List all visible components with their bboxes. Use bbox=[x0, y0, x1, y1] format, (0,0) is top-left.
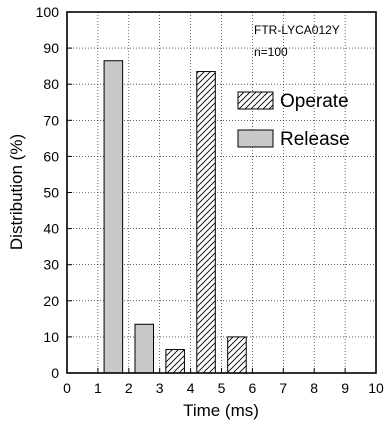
y-tick-label: 10 bbox=[43, 329, 59, 345]
legend-label-operate: Operate bbox=[280, 91, 349, 112]
y-tick-label: 0 bbox=[51, 365, 59, 381]
x-tick-label: 4 bbox=[187, 380, 195, 396]
y-tick-label: 100 bbox=[36, 4, 60, 20]
x-tick-label: 9 bbox=[341, 380, 349, 396]
bar-release bbox=[103, 60, 124, 374]
bar-operate bbox=[165, 349, 185, 374]
x-tick-label: 8 bbox=[310, 380, 318, 396]
y-tick-label: 90 bbox=[43, 40, 59, 56]
annotation-sample-size: n=100 bbox=[254, 45, 288, 59]
annotation-model: FTR-LYCA012Y bbox=[254, 23, 340, 37]
y-axis-label: Distribution (%) bbox=[7, 134, 26, 250]
y-tick-label: 30 bbox=[43, 257, 59, 273]
legend-swatch-release bbox=[237, 129, 274, 148]
y-tick-label: 80 bbox=[43, 76, 59, 92]
x-tick-label: 5 bbox=[218, 380, 226, 396]
x-tick-label: 7 bbox=[279, 380, 287, 396]
x-tick-label: 0 bbox=[63, 380, 71, 396]
legend-swatch-operate bbox=[237, 91, 274, 110]
bar-operate bbox=[196, 71, 216, 374]
y-tick-label: 40 bbox=[43, 221, 59, 237]
bar-operate bbox=[227, 336, 247, 374]
y-tick-label: 70 bbox=[43, 112, 59, 128]
bar-release bbox=[134, 323, 155, 374]
y-tick-label: 50 bbox=[43, 185, 59, 201]
x-tick-label: 3 bbox=[156, 380, 164, 396]
y-tick-label: 60 bbox=[43, 148, 59, 164]
x-tick-label: 6 bbox=[249, 380, 257, 396]
bars bbox=[103, 60, 247, 374]
y-tick-label: 20 bbox=[43, 293, 59, 309]
x-tick-label: 2 bbox=[125, 380, 133, 396]
legend-label-release: Release bbox=[280, 129, 350, 150]
x-axis-label: Time (ms) bbox=[183, 401, 259, 420]
x-tick-label: 10 bbox=[368, 380, 384, 396]
legend: Operate Release bbox=[237, 91, 350, 150]
x-tick-label: 1 bbox=[94, 380, 102, 396]
